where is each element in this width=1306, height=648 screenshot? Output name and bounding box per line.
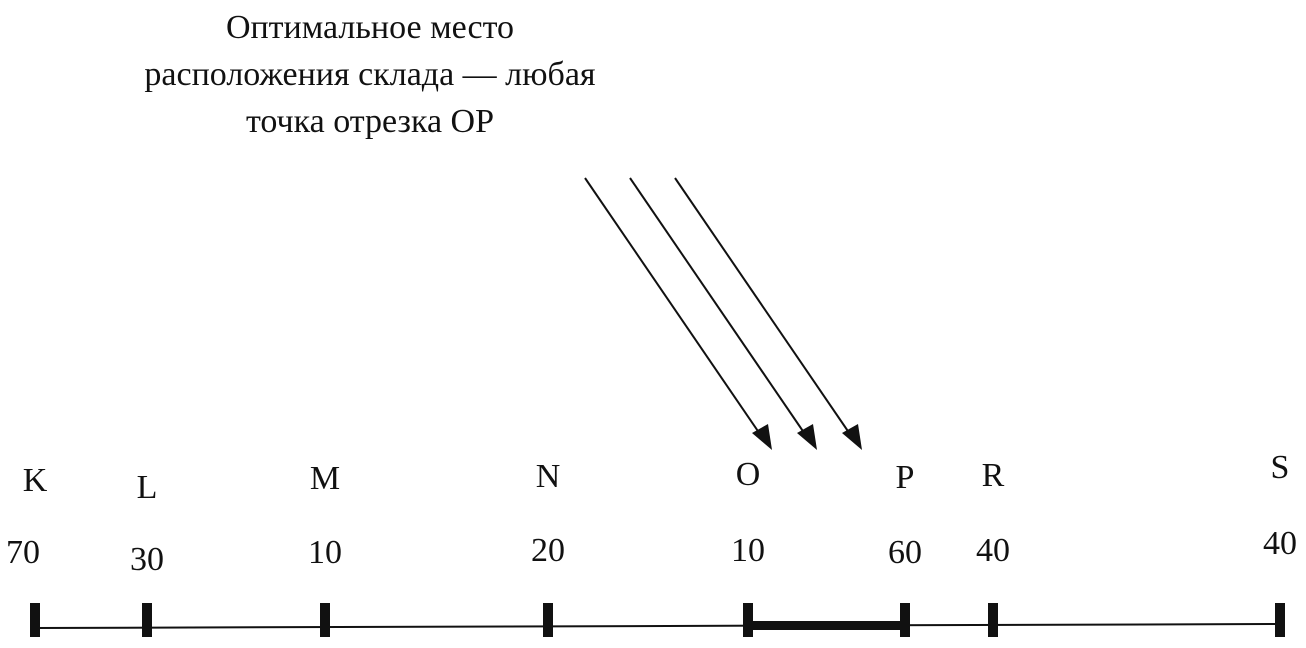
point-tick: [743, 603, 753, 637]
point-value: 60: [888, 534, 922, 571]
point-tick: [988, 603, 998, 637]
point-label: L: [137, 469, 158, 506]
arrow-heads: [752, 424, 862, 450]
arrow-head: [752, 424, 772, 450]
arrows: [584, 177, 855, 441]
arrow: [674, 177, 855, 441]
point-value: 40: [1263, 525, 1297, 562]
point-label: K: [23, 462, 48, 499]
point-value: 20: [531, 532, 565, 569]
caption-line: Оптимальное место: [226, 9, 514, 46]
point-tick: [900, 603, 910, 637]
point-tick: [142, 603, 152, 637]
point-label: O: [736, 456, 761, 493]
point-label: R: [982, 457, 1005, 494]
point-label: S: [1271, 449, 1290, 486]
point-tick: [30, 603, 40, 637]
arrow-head: [842, 424, 862, 450]
point-tick: [320, 603, 330, 637]
point-value: 70: [6, 534, 40, 571]
point-value: 40: [976, 532, 1010, 569]
point-label: P: [896, 459, 915, 496]
caption-line: точка отрезка OP: [246, 103, 494, 140]
point-value: 10: [308, 534, 342, 571]
point-label: M: [310, 460, 340, 497]
caption-line: расположения склада — любая: [144, 56, 596, 93]
point-label: N: [536, 458, 561, 495]
point-tick: [543, 603, 553, 637]
arrow: [584, 177, 765, 441]
point-tick: [1275, 603, 1285, 637]
arrow: [629, 177, 810, 441]
axis-line: [34, 623, 1283, 629]
point-value: 30: [130, 541, 164, 578]
arrow-head: [797, 424, 817, 450]
optimal-segment: [748, 621, 905, 630]
point-value: 10: [731, 532, 765, 569]
